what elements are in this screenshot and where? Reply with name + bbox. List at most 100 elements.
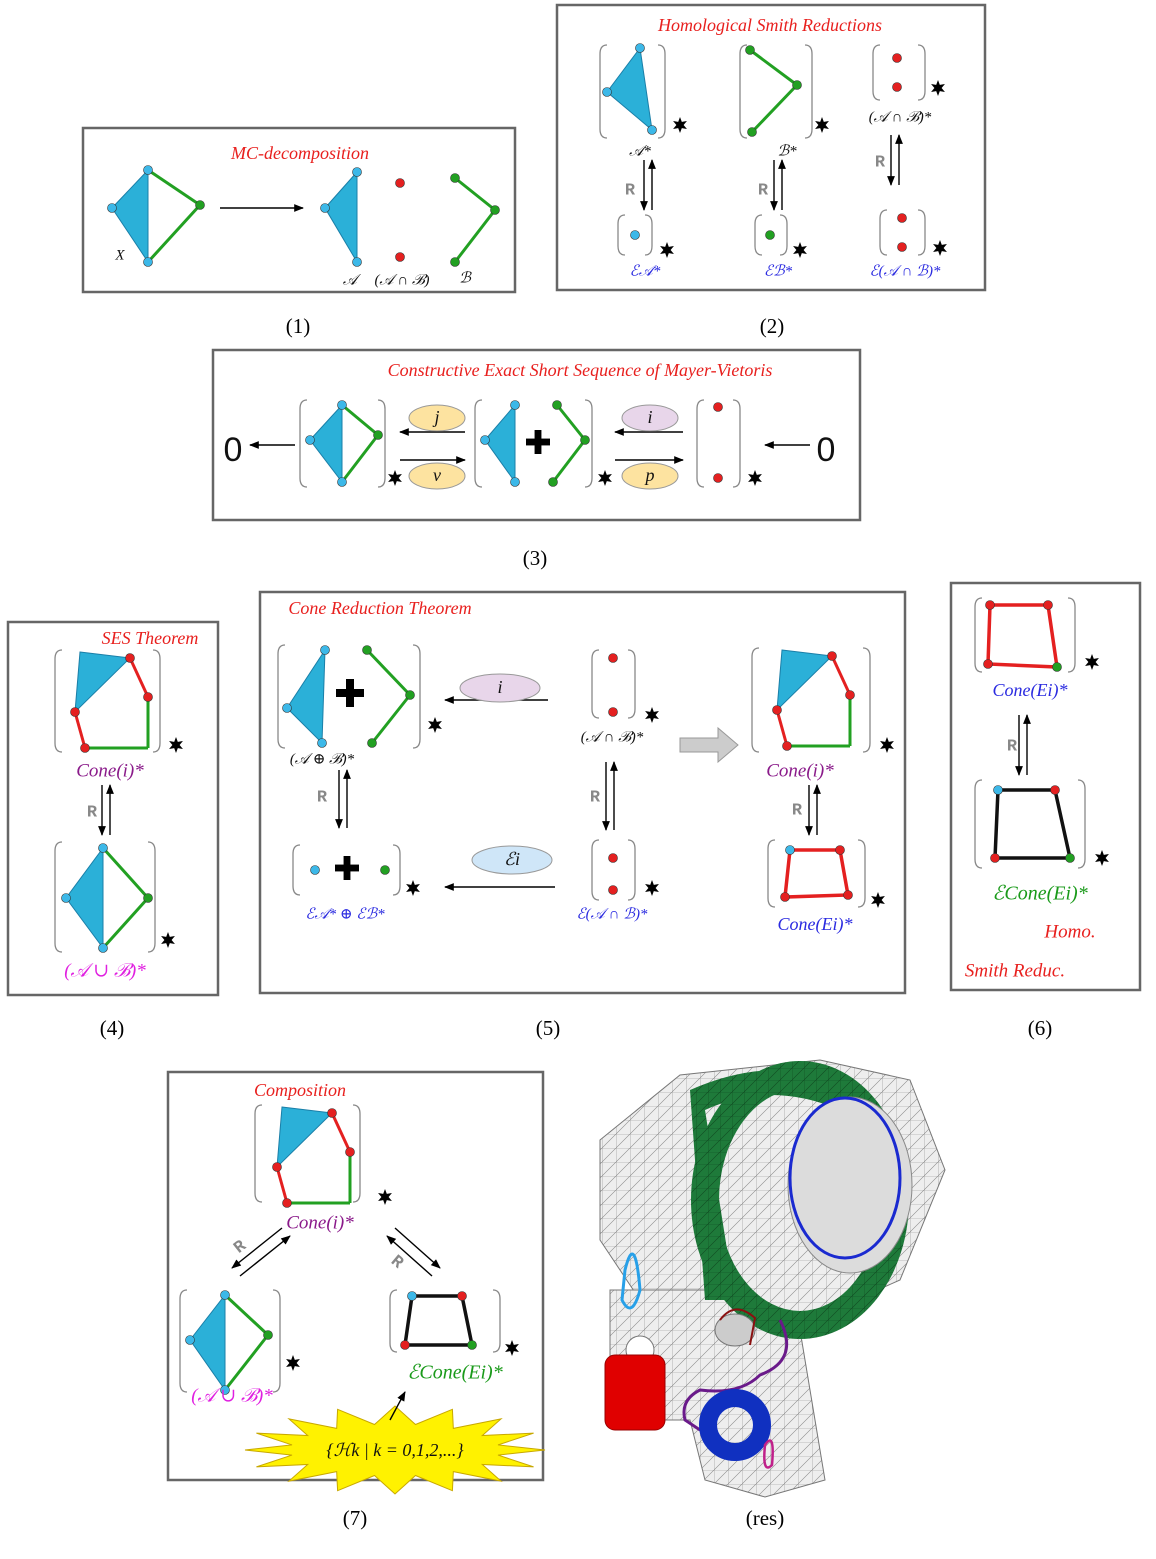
implies-arrow [679, 726, 739, 764]
edge [750, 83, 799, 134]
bracket [779, 214, 788, 256]
panel-title: MC-decomposition [230, 143, 369, 163]
bracket [644, 214, 653, 256]
plus [346, 679, 354, 707]
edge [555, 404, 587, 441]
label: ℬ [459, 270, 472, 286]
bracket [862, 647, 871, 753]
vertex [185, 1335, 195, 1345]
vertex [608, 653, 618, 663]
vertex [608, 885, 618, 895]
vertex [785, 845, 795, 855]
vertex [480, 435, 490, 445]
bracket [412, 644, 421, 749]
vertex [80, 743, 90, 753]
vertex [467, 1340, 477, 1350]
vertex [630, 230, 640, 240]
bracket [591, 839, 600, 901]
panel-frame [555, 3, 987, 292]
star [406, 880, 420, 896]
vertex [990, 853, 1000, 863]
vertex [780, 892, 790, 902]
bracket [974, 597, 983, 673]
edge [830, 655, 852, 696]
label: (𝒜 ∩ ℬ) [374, 272, 429, 288]
edge [340, 434, 380, 483]
vertex [510, 477, 520, 487]
star [815, 117, 829, 133]
arrow [389, 1391, 406, 1421]
label: j [432, 407, 439, 427]
vertex [407, 1291, 417, 1301]
vertex [143, 893, 153, 903]
star [933, 240, 947, 256]
edge [101, 896, 150, 950]
label: ℰℬ* [764, 263, 793, 279]
vertex [272, 1162, 282, 1172]
bracket [299, 399, 308, 488]
bracket [492, 1289, 501, 1353]
plus [343, 856, 351, 880]
bracket [152, 649, 161, 753]
bracket [277, 644, 286, 749]
starburst [244, 1405, 546, 1495]
vertex [405, 690, 415, 700]
bracket [147, 841, 156, 953]
edge [365, 648, 412, 697]
star [161, 932, 175, 948]
vertex [263, 1330, 273, 1340]
vertex [782, 741, 792, 751]
star [645, 880, 659, 896]
vertex [345, 1147, 355, 1157]
label: ℰCone(Ei)* [992, 883, 1087, 905]
vertex [552, 400, 562, 410]
vertex [608, 853, 618, 863]
bracket [54, 649, 63, 753]
vertex [320, 203, 330, 213]
morphism-oval [408, 404, 466, 432]
arrow [386, 1235, 433, 1277]
bracket [804, 44, 813, 139]
plus [534, 430, 542, 454]
label: ℰ(𝒜 ∩ ℬ)* [870, 263, 941, 279]
bracket [754, 214, 763, 256]
bracket [392, 844, 401, 896]
vertex [98, 843, 108, 853]
vertex [362, 645, 372, 655]
edge [275, 1166, 289, 1204]
bracket [292, 844, 301, 896]
label: ℬ* [777, 143, 797, 159]
bracket [872, 44, 881, 101]
label: (𝒜 ∪ ℬ)* [64, 960, 146, 981]
vertex [220, 1290, 230, 1300]
label: R [590, 788, 601, 807]
vertex [327, 1108, 337, 1118]
star [673, 117, 687, 133]
bracket [272, 1289, 281, 1393]
star [660, 242, 674, 258]
edge [223, 1293, 270, 1337]
caption: (6) [1028, 1016, 1053, 1040]
vertex [143, 257, 153, 267]
bracket [767, 839, 776, 908]
face [776, 649, 834, 712]
dark-red-cycle [719, 1308, 757, 1346]
label: Smith Reduc. [965, 960, 1065, 981]
vertex [220, 1385, 230, 1395]
caption: (4) [100, 1016, 125, 1040]
face [309, 403, 343, 484]
face [324, 170, 358, 264]
star [1095, 850, 1109, 866]
bracket [352, 1104, 361, 1203]
caption: (3) [523, 546, 548, 570]
arrow [394, 1227, 441, 1269]
edge [775, 709, 789, 747]
bracket [974, 779, 983, 869]
vertex [747, 127, 757, 137]
edge [146, 203, 202, 264]
vertex [608, 707, 618, 717]
vertex [602, 87, 612, 97]
bracket [254, 1104, 263, 1203]
vertex [772, 705, 782, 715]
